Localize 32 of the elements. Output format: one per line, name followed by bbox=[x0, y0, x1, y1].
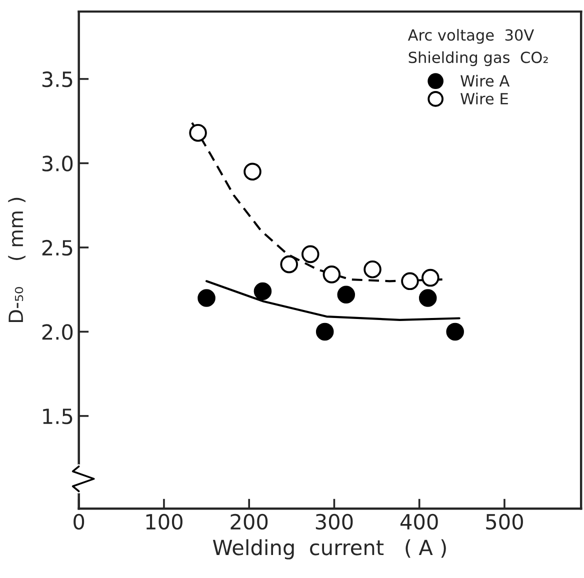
point bbox=[254, 282, 272, 300]
point bbox=[198, 289, 216, 307]
x-tick-label: 100 bbox=[146, 514, 182, 530]
y-tick-label: 2.5 bbox=[42, 240, 72, 256]
point bbox=[316, 322, 334, 341]
y-axis-title: D-₅₀ ( mm ) bbox=[8, 198, 26, 322]
x-tick-label: 0 bbox=[74, 514, 84, 530]
x-tick-label: 300 bbox=[316, 514, 353, 530]
point bbox=[280, 255, 298, 274]
x-tick-label: 400 bbox=[400, 514, 438, 530]
point bbox=[446, 322, 464, 341]
y-tick-label: 1.5 bbox=[43, 408, 72, 424]
point bbox=[301, 245, 320, 264]
legend-label: Wire E bbox=[460, 92, 508, 105]
point bbox=[364, 260, 382, 278]
x-axis-title: Welding current ( A ) bbox=[212, 539, 446, 560]
legend-label: Wire A bbox=[460, 74, 510, 87]
line-series bbox=[205, 280, 460, 321]
point bbox=[322, 266, 341, 284]
y-tick-label: 3.0 bbox=[42, 156, 73, 172]
point bbox=[418, 289, 437, 307]
point bbox=[422, 268, 440, 287]
y-tick-label: 2.0 bbox=[42, 324, 73, 340]
point bbox=[337, 286, 356, 304]
point bbox=[401, 272, 419, 290]
annotation: Shielding gas CO₂ bbox=[408, 51, 548, 66]
x-tick-label: 500 bbox=[486, 514, 523, 530]
x-tick-label: 200 bbox=[230, 514, 268, 530]
point bbox=[244, 162, 262, 181]
y-tick-label: 3.5 bbox=[42, 71, 72, 88]
point bbox=[189, 124, 207, 142]
annotation: Arc voltage 30V bbox=[408, 28, 534, 44]
